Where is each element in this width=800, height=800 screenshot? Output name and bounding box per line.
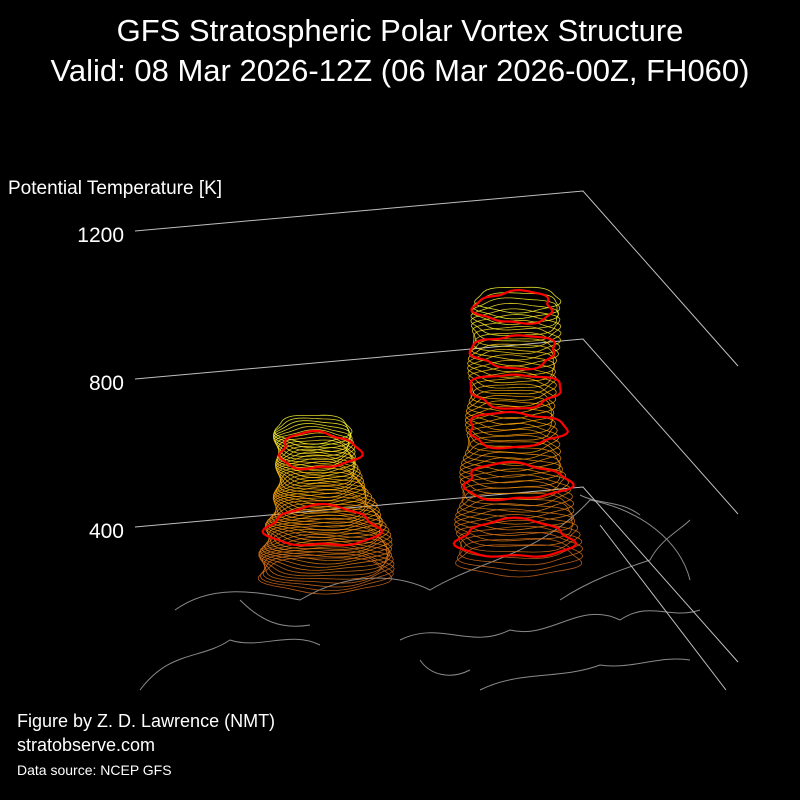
isosurface-contour	[464, 405, 554, 436]
highlight-contour	[469, 410, 569, 450]
isosurface-contour	[454, 503, 573, 536]
isosurface-contour	[259, 553, 394, 592]
isosurface-contour	[471, 314, 562, 342]
isosurface-contour	[273, 486, 376, 520]
z-tick-label: 400	[89, 520, 124, 543]
z-gridline	[134, 338, 739, 515]
highlight-contour	[277, 429, 364, 471]
isosurface-contour	[465, 400, 553, 431]
isosurface-contour	[457, 525, 583, 559]
isosurface-contour	[460, 474, 572, 507]
isosurface-contour	[267, 502, 382, 538]
isosurface-contour	[274, 429, 355, 460]
isosurface-contour	[461, 480, 574, 513]
isosurface-contour	[467, 428, 561, 460]
z-tick-labels: 400 800 1200	[77, 224, 124, 543]
isosurface-contour	[465, 395, 555, 425]
chart-title: GFS Stratospheric Polar Vortex Structure	[116, 13, 684, 48]
vortex-lobe	[257, 414, 395, 595]
floor-edge	[599, 524, 727, 691]
vortex-lobe	[452, 286, 584, 578]
isosurface-contour	[454, 508, 576, 542]
website-link[interactable]: stratobserve.com	[17, 735, 156, 755]
isosurface-contour	[275, 451, 357, 484]
isosurface-contour	[454, 514, 579, 547]
z-tick-label: 800	[89, 372, 124, 395]
isosurface-contour	[264, 525, 393, 562]
isosurface-contour	[455, 497, 575, 531]
vortex-isosurfaces	[257, 286, 584, 595]
isosurface-contour	[276, 457, 361, 490]
isosurface-contour	[455, 544, 583, 578]
isosurface-contour	[468, 383, 557, 414]
isosurface-contour	[274, 414, 353, 445]
isosurface-contour	[459, 468, 570, 500]
isosurface-contour	[259, 531, 391, 568]
z-tick-label: 1200	[77, 224, 124, 247]
coastline-map	[139, 494, 701, 691]
z-axis-label: Potential Temperature [K]	[8, 178, 222, 199]
isosurface-contour	[260, 542, 394, 580]
isosurface-contour	[459, 462, 567, 494]
isosurface-contour	[456, 492, 575, 525]
isosurface-contour	[470, 332, 561, 361]
isosurface-contour	[264, 511, 387, 547]
highlight-contour	[261, 502, 384, 547]
figure-credit: Figure by Z. D. Lawrence (NMT)	[17, 711, 276, 731]
isosurface-contour	[459, 451, 561, 484]
isosurface-contour	[273, 417, 352, 448]
isosurface-contour	[272, 420, 351, 452]
isosurface-contour	[261, 546, 395, 584]
isosurface-contour	[267, 521, 393, 558]
isosurface-contour	[273, 426, 353, 457]
isosurface-contour	[262, 549, 395, 588]
isosurface-contour	[274, 489, 378, 524]
isosurface-contour	[257, 557, 393, 595]
3d-axes	[134, 190, 739, 691]
isosurface-contour	[470, 302, 560, 331]
isosurface-contour	[272, 482, 373, 517]
highlight-contour	[470, 288, 554, 325]
isosurface-contour	[275, 471, 367, 505]
isosurface-contour	[265, 514, 390, 550]
isosurface-contour	[265, 505, 382, 541]
isosurface-contour	[279, 464, 365, 498]
isosurface-contour	[466, 422, 559, 454]
isosurface-contour	[261, 528, 392, 565]
highlight-contour	[462, 460, 575, 502]
chart-subtitle: Valid: 08 Mar 2026-12Z (06 Mar 2026-00Z,…	[50, 53, 750, 88]
isosurface-contour	[459, 486, 575, 519]
isosurface-contour	[474, 286, 562, 314]
isosurface-contour	[470, 308, 561, 336]
highlight-contour	[452, 516, 578, 558]
z-gridline	[134, 190, 739, 367]
z-gridline	[134, 486, 739, 663]
highlight-contour	[469, 373, 562, 410]
isosurface-contour	[459, 457, 563, 489]
isosurface-contour	[274, 493, 380, 528]
isosurface-contour	[467, 349, 555, 378]
data-source: Data source: NCEP GFS	[17, 762, 172, 778]
highlight-contour	[468, 334, 556, 371]
isosurface-contour	[271, 496, 382, 532]
isosurface-contour	[460, 446, 562, 478]
isosurface-contour	[274, 448, 355, 481]
isosurface-contour	[274, 474, 367, 508]
isosurface-contour	[464, 435, 562, 466]
isosurface-contour	[258, 534, 389, 571]
isosurface-contour	[273, 422, 352, 454]
